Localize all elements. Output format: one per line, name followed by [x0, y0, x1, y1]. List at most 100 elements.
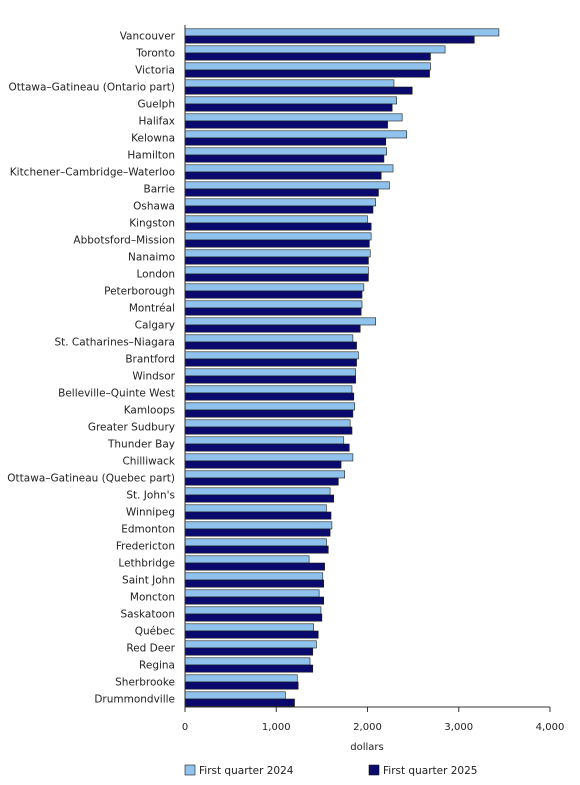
x-tick-label-3000: 3,000	[444, 722, 473, 733]
bar-2025-kamloops	[184, 409, 354, 418]
category-label-st-catharines-niagara: St. Catharines–Niagara	[54, 337, 175, 349]
category-label-abbotsford-mission: Abbotsford–Mission	[73, 235, 175, 247]
category-label-moncton: Moncton	[130, 592, 175, 604]
bar-2025-toronto	[184, 52, 431, 61]
bar-2025-moncton	[184, 596, 324, 605]
bar-2025-saint-john	[184, 579, 324, 588]
category-label-edmonton: Edmonton	[121, 524, 175, 536]
bar-2025-regina	[184, 664, 314, 673]
category-label-drummondville: Drummondville	[94, 694, 175, 706]
bar-2024-fredericton	[184, 538, 327, 547]
category-label-ottawa-gatineau-quebec-part: Ottawa–Gatineau (Quebec part)	[7, 473, 175, 485]
bar-2025-thunder-bay	[184, 443, 350, 452]
bar-2025-peterborough	[184, 290, 363, 299]
bar-2024-brantford	[184, 351, 359, 360]
bar-2025-kingston	[184, 222, 372, 231]
bar-2024-kelowna	[184, 130, 408, 139]
bar-2025-ottawa-gatineau-ontario-part	[184, 86, 413, 95]
category-label-london: London	[137, 269, 176, 281]
bar-2025-kelowna	[184, 137, 387, 146]
bar-2024-regina	[184, 657, 311, 666]
bar-2024-kingston	[184, 215, 368, 224]
category-label-quebec: Québec	[135, 626, 176, 638]
bar-2025-nanaimo	[184, 256, 369, 265]
category-label-belleville-quinte-west: Belleville–Quinte West	[58, 388, 175, 400]
bar-2024-barrie	[184, 181, 390, 190]
bar-2025-winnipeg	[184, 511, 332, 520]
category-label-vancouver: Vancouver	[120, 31, 176, 43]
bar-2024-lethbridge	[184, 555, 310, 564]
category-label-halifax: Halifax	[138, 116, 175, 128]
bar-2024-drummondville	[184, 691, 286, 700]
category-label-calgary: Calgary	[135, 320, 175, 332]
bar-2024-victoria	[184, 62, 431, 71]
category-label-st-john-s: St. John's	[126, 490, 175, 502]
category-label-kamloops: Kamloops	[124, 405, 175, 417]
legend-label-2024: First quarter 2024	[199, 765, 294, 777]
bar-2025-oshawa	[184, 205, 374, 214]
bar-2025-victoria	[184, 69, 430, 78]
bar-2024-toronto	[184, 45, 446, 54]
bar-2024-nanaimo	[184, 249, 371, 258]
bar-2024-kamloops	[184, 402, 356, 411]
bar-2024-hamilton	[184, 147, 387, 156]
category-label-kitchener-cambridge-waterloo: Kitchener–Cambridge–Waterloo	[10, 167, 175, 179]
bar-2025-belleville-quinte-west	[184, 392, 355, 401]
bar-2025-sherbrooke	[184, 681, 299, 690]
bar-2025-st-catharines-niagara	[184, 341, 357, 350]
bar-2024-vancouver	[184, 28, 500, 37]
bar-2025-edmonton	[184, 528, 331, 537]
bar-2024-thunder-bay	[184, 436, 345, 445]
bar-2024-st-catharines-niagara	[184, 334, 354, 343]
bar-2024-winnipeg	[184, 504, 327, 513]
category-label-barrie: Barrie	[144, 184, 175, 196]
bar-2024-moncton	[184, 589, 320, 598]
category-label-lethbridge: Lethbridge	[118, 558, 175, 570]
bar-2025-hamilton	[184, 154, 385, 163]
x-tick-label-1000: 1,000	[262, 722, 291, 733]
bar-2025-calgary	[184, 324, 361, 333]
bar-2024-kitchener-cambridge-waterloo	[184, 164, 394, 173]
bar-2024-red-deer	[184, 640, 317, 649]
category-label-nanaimo: Nanaimo	[128, 252, 175, 264]
category-label-thunder-bay: Thunder Bay	[107, 439, 175, 451]
bar-2024-greater-sudbury	[184, 419, 351, 428]
bar-2024-st-john-s	[184, 487, 331, 496]
bar-2024-ottawa-gatineau-quebec-part	[184, 470, 345, 479]
bar-2024-belleville-quinte-west	[184, 385, 353, 394]
bar-2025-abbotsford-mission	[184, 239, 370, 248]
bar-2024-abbotsford-mission	[184, 232, 372, 241]
x-tick-label-0: 0	[182, 722, 188, 733]
category-label-saskatoon: Saskatoon	[120, 609, 175, 621]
category-label-greater-sudbury: Greater Sudbury	[88, 422, 175, 434]
bar-2024-quebec	[184, 623, 314, 632]
bar-2025-greater-sudbury	[184, 426, 353, 435]
category-label-fredericton: Fredericton	[116, 541, 175, 553]
bar-2025-quebec	[184, 630, 319, 639]
x-tick-label-4000: 4,000	[536, 722, 565, 733]
bar-2024-sherbrooke	[184, 674, 298, 683]
bar-2025-red-deer	[184, 647, 314, 656]
legend-swatch-2025	[368, 764, 380, 776]
category-label-saint-john: Saint John	[122, 575, 175, 587]
category-label-toronto: Toronto	[135, 48, 175, 60]
category-label-kingston: Kingston	[129, 218, 175, 230]
category-label-chilliwack: Chilliwack	[122, 456, 175, 468]
category-label-ottawa-gatineau-ontario-part: Ottawa–Gatineau (Ontario part)	[8, 82, 175, 94]
bar-2025-chilliwack	[184, 460, 342, 469]
bar-2024-saint-john	[184, 572, 324, 581]
category-label-windsor: Windsor	[132, 371, 175, 383]
bar-2024-calgary	[184, 317, 377, 326]
bar-2025-vancouver	[184, 35, 475, 44]
bar-2025-guelph	[184, 103, 393, 112]
bar-2024-montreal	[184, 300, 363, 309]
bar-2025-brantford	[184, 358, 357, 367]
category-label-peterborough: Peterborough	[104, 286, 175, 298]
x-tick-label-2000: 2,000	[353, 722, 382, 733]
bar-2025-st-john-s	[184, 494, 335, 503]
category-label-montreal: Montréal	[129, 303, 175, 315]
bar-2024-peterborough	[184, 283, 365, 292]
category-label-regina: Regina	[139, 660, 175, 672]
legend-swatch-2024	[184, 764, 196, 776]
category-label-oshawa: Oshawa	[133, 201, 175, 213]
